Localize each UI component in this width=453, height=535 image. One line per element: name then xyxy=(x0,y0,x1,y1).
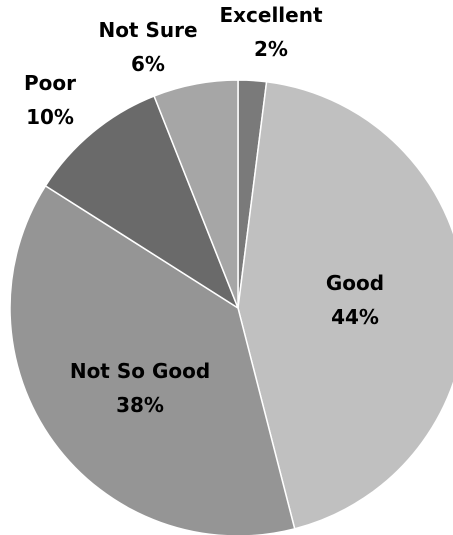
slice-value-good: 44% xyxy=(331,305,379,329)
slices-layer xyxy=(9,79,453,535)
slice-label-not-so-good: Not So Good xyxy=(70,359,210,383)
slice-label-not-sure: Not Sure xyxy=(98,18,197,42)
pie-slice-good xyxy=(237,81,453,530)
pie-slice-not-so-good xyxy=(9,185,296,535)
slice-label-poor: Poor xyxy=(24,71,76,95)
slice-value-not-sure: 6% xyxy=(131,52,165,76)
slice-label-excellent: Excellent xyxy=(219,3,322,27)
slice-value-excellent: 2% xyxy=(254,37,288,61)
pie-slice-poor xyxy=(44,95,239,309)
slice-value-poor: 10% xyxy=(26,105,74,129)
slice-value-not-so-good: 38% xyxy=(116,393,164,417)
pie-slice-not-sure xyxy=(153,79,239,309)
slice-label-good: Good xyxy=(326,271,384,295)
labels-layer: Excellent 2% Good 44% Not So Good 38% Poor 10% N… xyxy=(24,3,384,417)
